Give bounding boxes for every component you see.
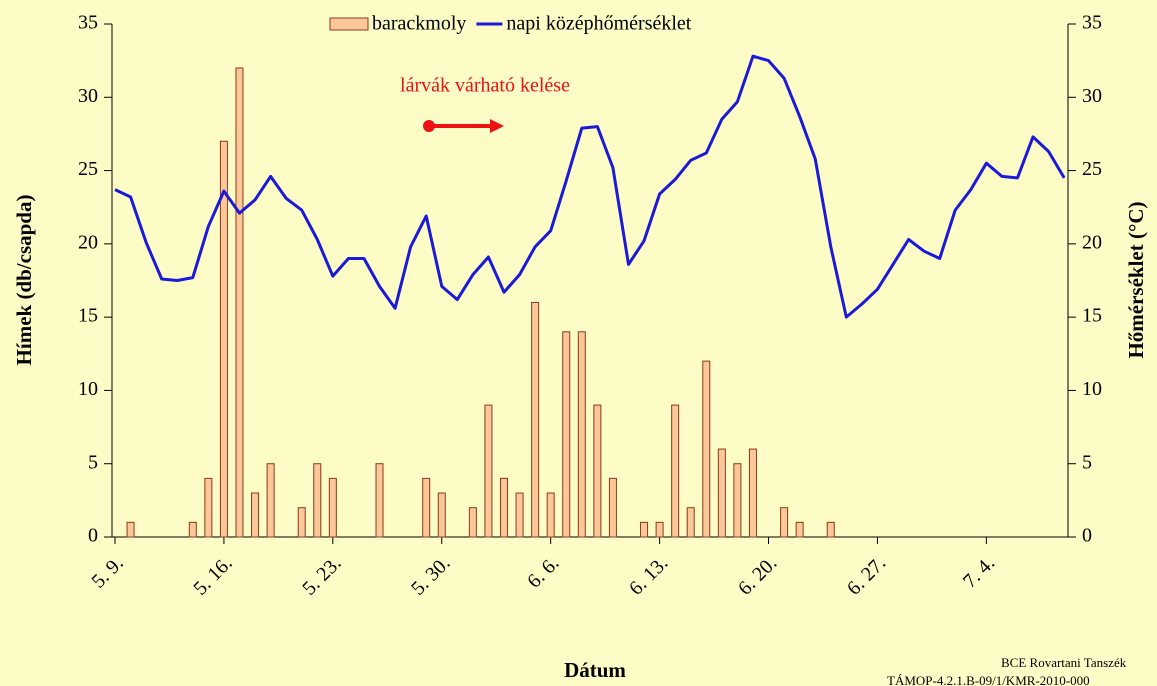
bar xyxy=(717,448,726,538)
bar xyxy=(219,140,228,538)
legend-label: barackmoly xyxy=(372,13,466,35)
credit: TÁMOP-4.2.1.B-09/1/KMR-2010-000 xyxy=(887,673,1090,686)
y-tick-label: 20 xyxy=(78,231,98,253)
annotation-arrowhead xyxy=(490,119,504,133)
legend-label: napi középhőmérséklet xyxy=(506,13,691,35)
bar xyxy=(608,477,617,538)
bar xyxy=(577,331,586,538)
y2-tick-label: 5 xyxy=(1082,451,1092,473)
bar xyxy=(531,301,540,538)
y2-tick-label: 30 xyxy=(1082,85,1102,107)
y-axis-title: Hímek (db/csapda) xyxy=(12,195,36,366)
bar xyxy=(640,521,649,538)
bar xyxy=(562,331,571,538)
bar xyxy=(126,521,135,538)
y-tick-label: 15 xyxy=(78,305,98,327)
bar xyxy=(655,521,664,538)
bar xyxy=(204,477,213,538)
bar xyxy=(515,492,524,538)
y2-tick-label: 35 xyxy=(1082,12,1102,34)
bar xyxy=(484,404,493,538)
bar xyxy=(422,477,431,538)
bar xyxy=(546,492,555,538)
bar xyxy=(235,67,244,538)
y-tick-label: 25 xyxy=(78,158,98,180)
bar xyxy=(375,463,384,538)
y-tick-label: 10 xyxy=(78,378,98,400)
legend-swatch xyxy=(329,17,369,31)
bar xyxy=(593,404,602,538)
credit: BCE Rovartani Tanszék xyxy=(1001,655,1127,670)
bar xyxy=(266,463,275,538)
bar xyxy=(297,507,306,538)
bar xyxy=(826,521,835,538)
bar xyxy=(437,492,446,538)
bar xyxy=(500,477,508,538)
y2-tick-label: 20 xyxy=(1082,231,1102,253)
y2-tick-label: 10 xyxy=(1082,378,1102,400)
annotation: lárvák várható kelése xyxy=(400,75,570,97)
bar xyxy=(748,448,757,538)
y-tick-label: 35 xyxy=(78,12,98,34)
bar xyxy=(686,507,695,538)
y2-tick-label: 25 xyxy=(1082,158,1102,180)
y-tick-label: 30 xyxy=(78,85,98,107)
y2-axis-title: Hőmérséklet (°C) xyxy=(1124,201,1148,358)
bar xyxy=(468,507,477,538)
y2-tick-label: 15 xyxy=(1082,305,1102,327)
y-tick-label: 0 xyxy=(88,525,98,547)
bar xyxy=(795,521,804,538)
bar xyxy=(313,463,322,538)
bar xyxy=(328,477,337,538)
bar xyxy=(671,404,680,538)
y-tick-label: 5 xyxy=(88,451,98,473)
y2-tick-label: 0 xyxy=(1082,525,1092,547)
bar xyxy=(702,360,711,538)
bar xyxy=(251,492,260,538)
x-axis-title: Dátum xyxy=(564,658,626,682)
bar xyxy=(780,507,789,538)
bar xyxy=(733,463,742,538)
bar xyxy=(188,521,197,538)
line xyxy=(114,54,1066,319)
